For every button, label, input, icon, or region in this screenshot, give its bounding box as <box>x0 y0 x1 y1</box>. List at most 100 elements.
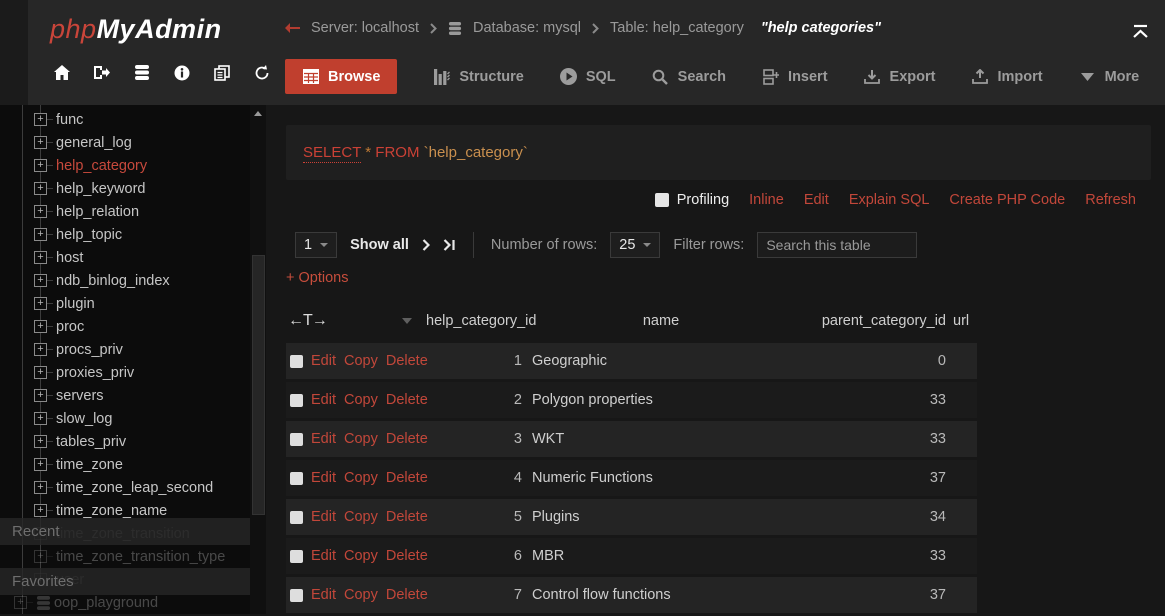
refresh-icon[interactable] <box>253 64 270 81</box>
sidebar-item-table-func[interactable]: + func <box>0 108 250 131</box>
sidebar-item-table-servers[interactable]: + servers <box>0 384 250 407</box>
create-php-code-link[interactable]: Create PHP Code <box>949 192 1066 208</box>
tree-expand-icon[interactable]: + <box>34 412 47 425</box>
sidebar-scrollbar[interactable] <box>250 105 266 614</box>
breadcrumb-table[interactable]: Table: help_category <box>610 20 744 36</box>
sidebar-item-table-time_zone_name[interactable]: + time_zone_name <box>0 499 250 522</box>
next-page-icon[interactable] <box>422 238 430 251</box>
breadcrumb-database[interactable]: Database: mysql <box>473 20 581 36</box>
row-checkbox[interactable] <box>290 432 303 446</box>
tab-sql[interactable]: SQL <box>559 68 616 85</box>
sidebar-item-table-help_category[interactable]: + help_category <box>0 154 250 177</box>
sidebar-item-table-tables_priv[interactable]: + tables_priv <box>0 430 250 453</box>
tree-expand-icon[interactable]: + <box>34 159 47 172</box>
back-arrow-icon[interactable] <box>285 23 300 33</box>
row-checkbox[interactable] <box>290 510 303 524</box>
tab-structure[interactable]: Structure <box>433 68 524 85</box>
last-page-icon[interactable] <box>443 238 456 251</box>
options-toggle[interactable]: + Options <box>286 270 349 286</box>
sidebar-item-table-proc[interactable]: + proc <box>0 315 250 338</box>
delete-row-link[interactable]: Delete <box>385 392 428 408</box>
row-checkbox[interactable] <box>290 354 303 368</box>
edit-row-link[interactable]: Edit <box>311 392 336 408</box>
sidebar-item-table-proxies_priv[interactable]: + proxies_priv <box>0 361 250 384</box>
sidebar-item-table-time_zone_leap_second[interactable]: + time_zone_leap_second <box>0 476 250 499</box>
tree-expand-icon[interactable]: + <box>34 136 47 149</box>
tab-insert[interactable]: Insert <box>762 68 828 85</box>
tree-expand-icon[interactable]: + <box>34 458 47 471</box>
sidebar-item-database-oop_playground[interactable]: + oop_playground <box>0 591 250 614</box>
sidebar-item-table-ndb_binlog_index[interactable]: + ndb_binlog_index <box>0 269 250 292</box>
row-checkbox[interactable] <box>290 471 303 485</box>
copy-row-link[interactable]: Copy <box>344 587 378 603</box>
scrollbar-thumb[interactable] <box>252 255 265 515</box>
phpmyadmin-logo[interactable]: phpMyAdmin <box>50 14 222 45</box>
copy-row-link[interactable]: Copy <box>344 431 378 447</box>
tree-expand-icon[interactable]: + <box>34 481 47 494</box>
column-header-help-category-id[interactable]: help_category_id <box>426 313 537 329</box>
sidebar-item-table-help_keyword[interactable]: + help_keyword <box>0 177 250 200</box>
sql-query-box[interactable]: SELECT * FROM `help_category` <box>286 125 1151 180</box>
tab-more[interactable]: More <box>1079 68 1139 85</box>
sidebar-item-table-time_zone_transition_type[interactable]: + time_zone_transition_type <box>0 545 250 568</box>
edit-row-link[interactable]: Edit <box>311 509 336 525</box>
sidebar-item-table-general_log[interactable]: + general_log <box>0 131 250 154</box>
number-of-rows-select[interactable]: 25 <box>610 231 661 258</box>
delete-row-link[interactable]: Delete <box>385 470 428 486</box>
docs-icon[interactable] <box>213 64 230 81</box>
copy-row-link[interactable]: Copy <box>344 353 378 369</box>
tree-expand-icon[interactable]: + <box>14 596 27 609</box>
show-all-link[interactable]: Show all <box>350 236 409 253</box>
sidebar-item-table-time_zone[interactable]: + time_zone <box>0 453 250 476</box>
sort-caret-icon[interactable] <box>402 318 412 324</box>
sidebar-item-table-plugin[interactable]: + plugin <box>0 292 250 315</box>
column-header-name[interactable]: name <box>642 313 680 329</box>
tree-expand-icon[interactable]: + <box>34 343 47 356</box>
tree-expand-icon[interactable]: + <box>34 297 47 310</box>
copy-row-link[interactable]: Copy <box>344 548 378 564</box>
tree-expand-icon[interactable]: + <box>34 251 47 264</box>
delete-row-link[interactable]: Delete <box>385 431 428 447</box>
tree-expand-icon[interactable]: + <box>34 205 47 218</box>
page-select[interactable]: 1 <box>295 231 338 258</box>
sidebar-item-table-slow_log[interactable]: + slow_log <box>0 407 250 430</box>
tree-expand-icon[interactable]: + <box>34 320 47 333</box>
edit-row-link[interactable]: Edit <box>311 431 336 447</box>
tab-export[interactable]: Export <box>864 68 935 85</box>
edit-query-link[interactable]: Edit <box>803 192 829 208</box>
favorites-section-header[interactable]: Favorites <box>0 568 250 595</box>
tree-expand-icon[interactable]: + <box>34 182 47 195</box>
sidebar-item-table-help_topic[interactable]: + help_topic <box>0 223 250 246</box>
recent-section-header[interactable]: Recent <box>0 518 250 545</box>
edit-row-link[interactable]: Edit <box>311 470 336 486</box>
breadcrumb-server[interactable]: Server: localhost <box>311 20 419 36</box>
tab-search[interactable]: Search <box>652 68 726 85</box>
tab-browse[interactable]: Browse <box>285 59 398 94</box>
logout-icon[interactable] <box>93 64 110 81</box>
info-icon[interactable] <box>173 64 190 81</box>
edit-row-link[interactable]: Edit <box>311 548 336 564</box>
tree-expand-icon[interactable]: + <box>34 274 47 287</box>
tree-expand-icon[interactable]: + <box>34 435 47 448</box>
delete-row-link[interactable]: Delete <box>385 587 428 603</box>
row-checkbox[interactable] <box>290 588 303 602</box>
profiling-checkbox[interactable] <box>654 193 669 207</box>
tree-expand-icon[interactable]: + <box>34 550 47 563</box>
delete-row-link[interactable]: Delete <box>385 548 428 564</box>
home-icon[interactable] <box>53 64 70 81</box>
sidebar-item-table-help_relation[interactable]: + help_relation <box>0 200 250 223</box>
inline-link[interactable]: Inline <box>749 192 784 208</box>
edit-row-link[interactable]: Edit <box>311 587 336 603</box>
select-all-header[interactable]: ←T→ <box>288 312 328 329</box>
explain-sql-link[interactable]: Explain SQL <box>848 192 930 208</box>
edit-row-link[interactable]: Edit <box>311 353 336 369</box>
delete-row-link[interactable]: Delete <box>385 509 428 525</box>
column-header-parent-category-id[interactable]: parent_category_id <box>821 313 946 329</box>
tree-expand-icon[interactable]: + <box>34 504 47 517</box>
tree-expand-icon[interactable]: + <box>34 366 47 379</box>
database-icon[interactable] <box>133 64 150 81</box>
scroll-to-top-icon[interactable] <box>1132 24 1149 39</box>
tab-import[interactable]: Import <box>971 68 1043 85</box>
sidebar-item-table-host[interactable]: + host <box>0 246 250 269</box>
sidebar-item-table-procs_priv[interactable]: + procs_priv <box>0 338 250 361</box>
